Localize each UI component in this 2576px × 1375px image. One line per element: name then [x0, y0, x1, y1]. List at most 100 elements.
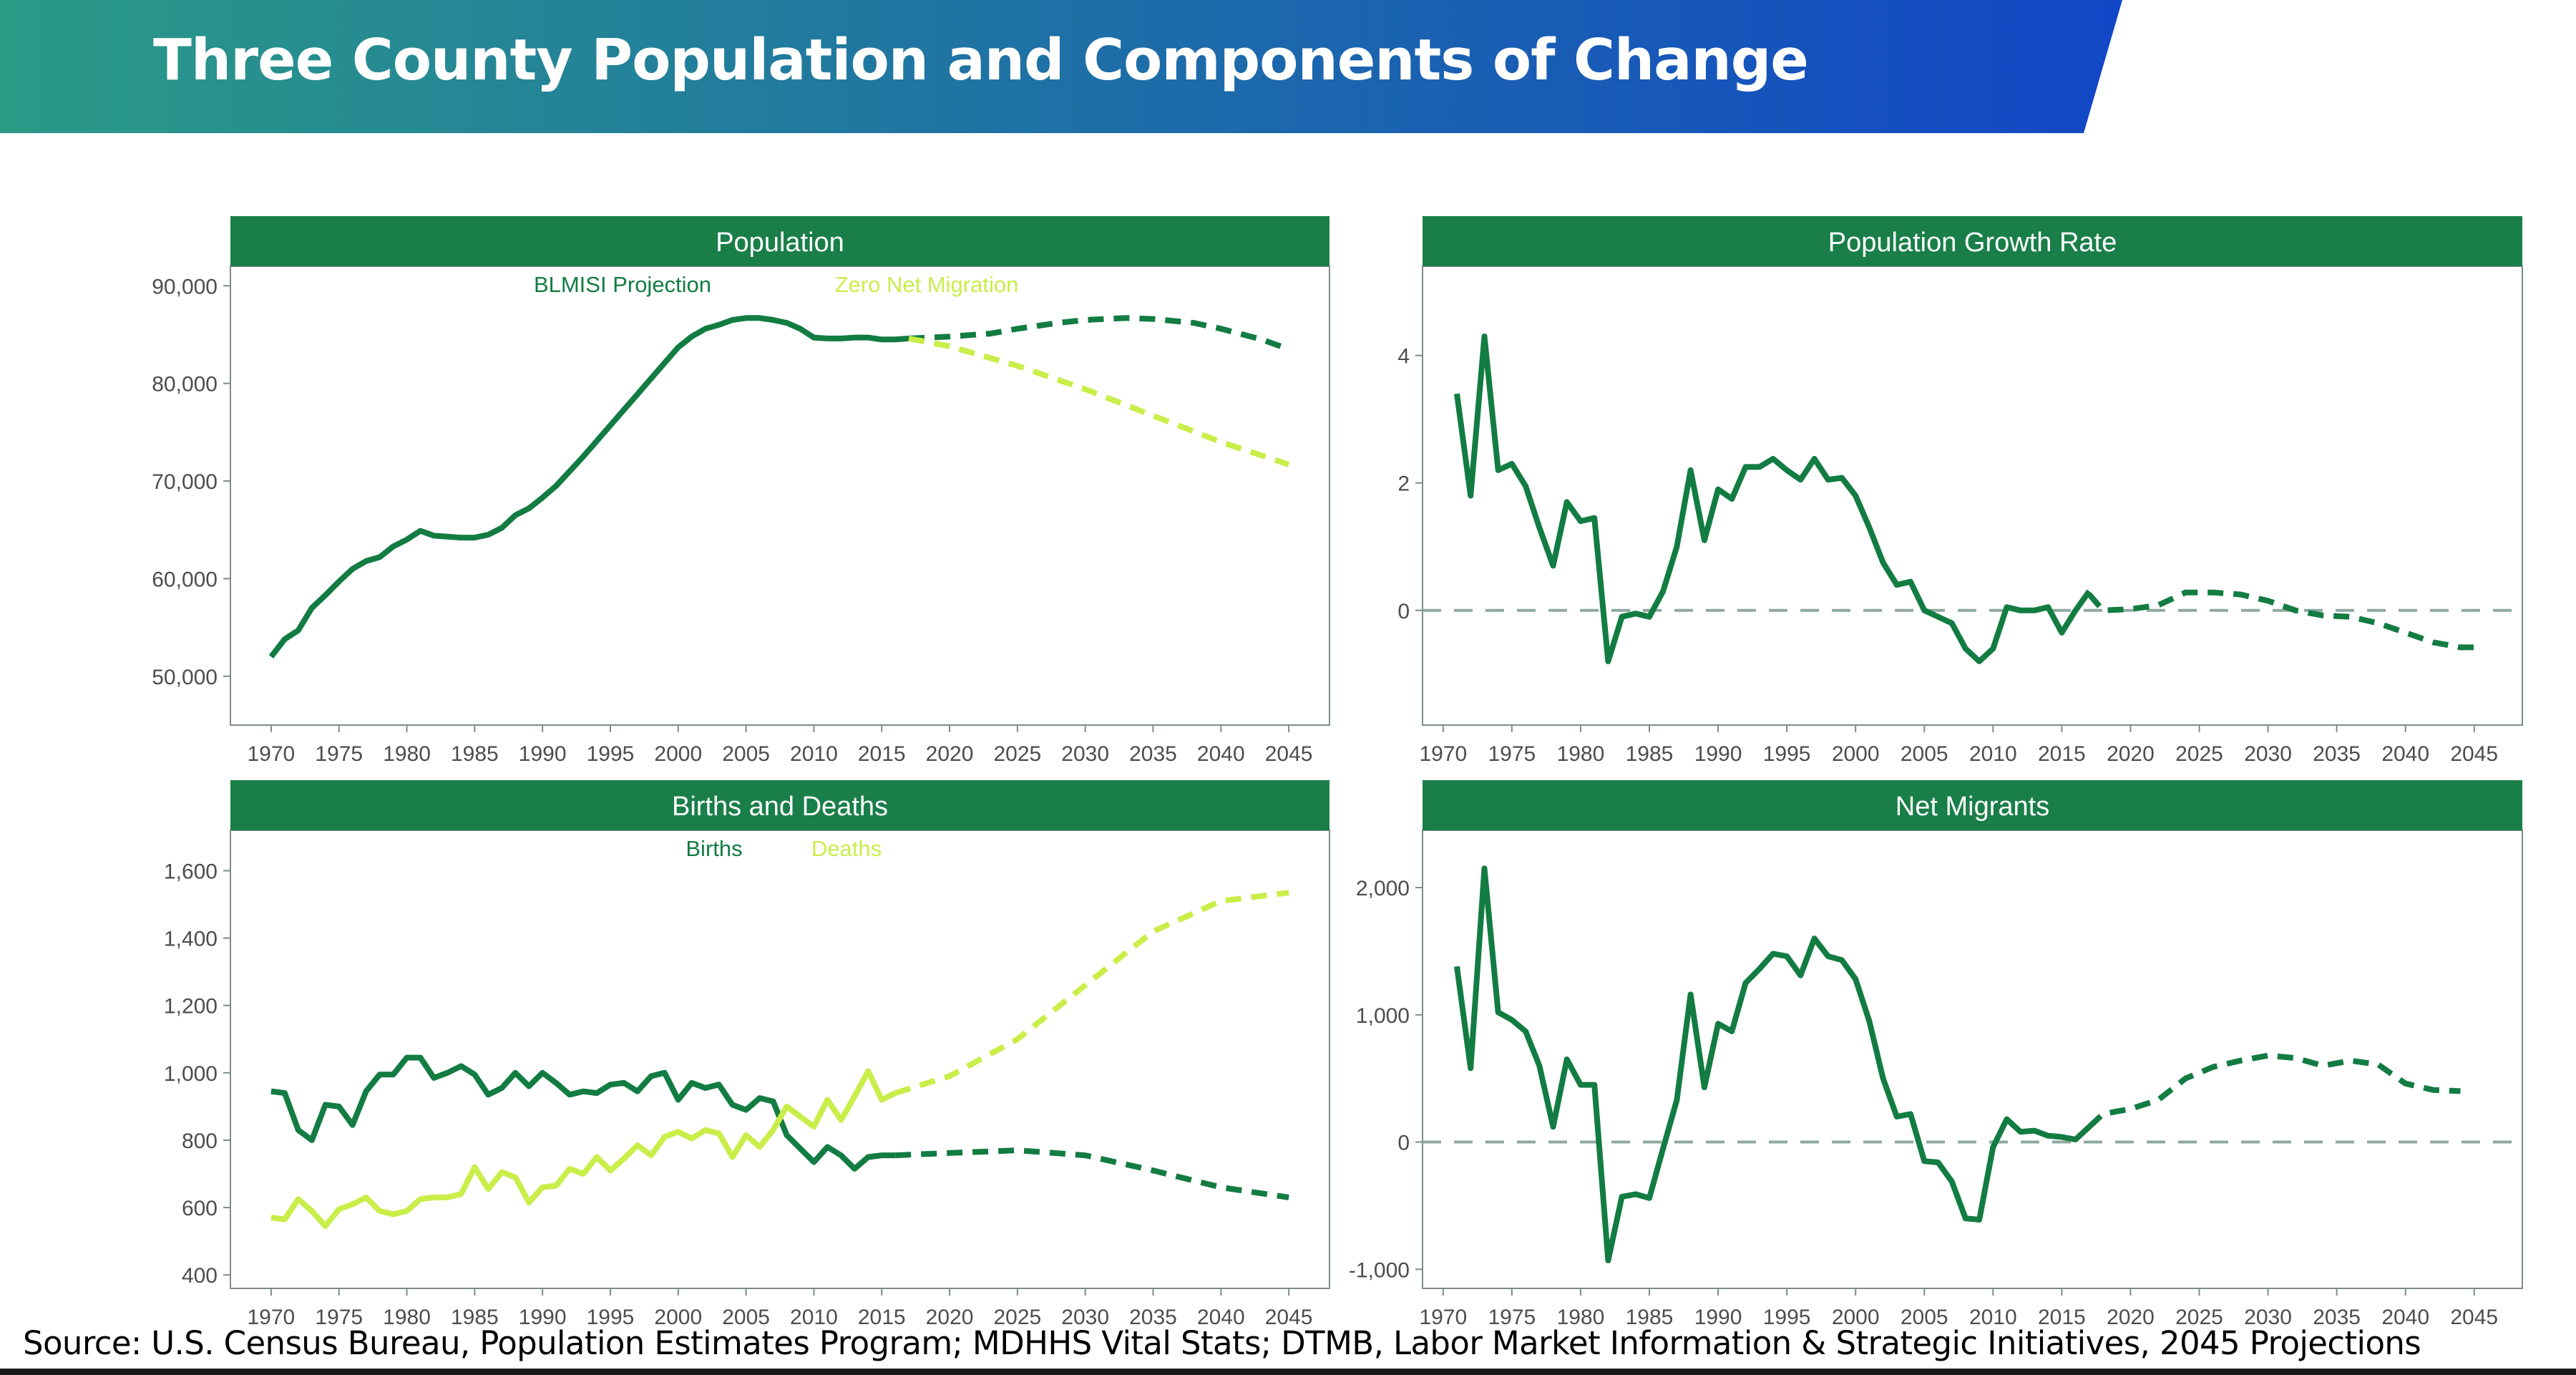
population-x-tick-label-2020: 2020 [926, 742, 974, 766]
births-and-deaths-deaths-solid-line-2 [270, 1068, 897, 1229]
population-x-tick-label-2030: 2030 [1061, 742, 1109, 766]
population-growth-rate-x-tick-label-1980: 1980 [1557, 742, 1605, 766]
births-and-deaths-y-tick-label-800: 800 [182, 1129, 218, 1153]
births-and-deaths-deaths-dashed-line-3 [894, 890, 1289, 1096]
births-and-deaths-births-solid-line-0 [270, 1054, 896, 1172]
net-migrants-series-solid-line-0 [1454, 865, 2092, 1263]
births-and-deaths-x-tick-label-2040: 2040 [1197, 1306, 1245, 1329]
population-growth-rate-x-tick-label-2005: 2005 [1901, 742, 1948, 766]
population-x-tick-label-2010: 2010 [790, 742, 838, 766]
net-migrants-x-tick-label-1990: 1990 [1694, 1306, 1742, 1329]
population-x-tick-label-1985: 1985 [451, 742, 499, 766]
population-title-strip [230, 216, 1330, 266]
births-and-deaths-y-tick-label-1000: 1,000 [164, 1062, 218, 1086]
net-migrants-x-tick-label-2040: 2040 [2381, 1306, 2429, 1329]
net-migrants-x-tick-label-1980: 1980 [1557, 1306, 1605, 1329]
net-migrants-series-dashed-line-1 [2087, 1052, 2461, 1129]
bottom-bar [0, 1369, 2576, 1375]
population-growth-rate-series-solid-line-0 [1454, 333, 2092, 664]
population-x-tick-label-1980: 1980 [383, 742, 431, 766]
population-x-tick-label-2035: 2035 [1129, 742, 1177, 766]
net-migrants-y-tick-label-2000: 2,000 [1356, 877, 1410, 900]
population-growth-rate-y-tick-label-2: 2 [1397, 472, 1410, 496]
net-migrants-y-tick-label-0: 0 [1397, 1132, 1410, 1155]
population-x-tick-label-2005: 2005 [722, 742, 770, 766]
population-title: Population [716, 228, 844, 258]
population-zero-net-migration-dashed-line-2 [908, 335, 1290, 467]
births-and-deaths-x-tick-label-2045: 2045 [1265, 1306, 1313, 1329]
births-and-deaths-x-tick-label-2005: 2005 [722, 1306, 770, 1329]
slide-title: Three County Population and Components o… [153, 27, 1809, 93]
net-migrants-x-tick-label-1975: 1975 [1488, 1306, 1536, 1329]
births-and-deaths-x-tick-label-2015: 2015 [858, 1306, 906, 1329]
births-and-deaths-x-tick-label-2010: 2010 [790, 1306, 838, 1329]
population-growth-rate-x-tick-label-1990: 1990 [1694, 742, 1742, 766]
population-x-tick-label-2025: 2025 [993, 742, 1041, 766]
births-and-deaths-plot-area [230, 830, 1330, 1289]
population-growth-rate-y-tick-label-0: 0 [1397, 600, 1410, 623]
population-y-tick-label-60000: 60,000 [152, 568, 218, 591]
population-x-tick-label-2045: 2045 [1265, 742, 1313, 766]
births-and-deaths-x-tick-label-2025: 2025 [993, 1306, 1041, 1329]
population-growth-rate-x-tick-label-1975: 1975 [1488, 742, 1536, 766]
births-and-deaths-legend-births: Births [686, 836, 742, 861]
births-and-deaths-x-tick-label-1990: 1990 [519, 1306, 567, 1329]
net-migrants-title-strip [1423, 780, 2522, 830]
births-and-deaths-x-tick-label-2035: 2035 [1129, 1306, 1177, 1329]
population-growth-rate-x-tick-label-2020: 2020 [2107, 742, 2155, 766]
births-and-deaths-x-tick-label-2030: 2030 [1061, 1306, 1109, 1329]
population-legend-zero-net-migration: Zero Net Migration [835, 272, 1019, 297]
net-migrants-x-tick-label-2025: 2025 [2175, 1306, 2223, 1329]
births-and-deaths-x-tick-label-1970: 1970 [248, 1306, 296, 1329]
population-growth-rate-x-tick-label-1970: 1970 [1419, 742, 1467, 766]
population-growth-rate-x-tick-label-2025: 2025 [2175, 742, 2223, 766]
births-and-deaths-y-tick-label-1400: 1,400 [164, 928, 218, 951]
population-x-tick-label-1970: 1970 [248, 742, 296, 766]
births-and-deaths-x-tick-label-1975: 1975 [315, 1306, 363, 1329]
title-banner: Three County Population and Components o… [0, 0, 2122, 133]
net-migrants-y-tick-label-1000: 1,000 [1356, 1004, 1410, 1028]
population-growth-rate-x-tick-label-2000: 2000 [1832, 742, 1880, 766]
net-migrants-x-tick-label-2045: 2045 [2450, 1306, 2498, 1329]
population-x-tick-label-2000: 2000 [654, 742, 702, 766]
population-growth-rate-title-strip [1423, 216, 2522, 266]
population-growth-rate-x-tick-label-1985: 1985 [1626, 742, 1674, 766]
population-x-tick-label-2015: 2015 [858, 742, 906, 766]
population-growth-rate-x-tick-label-2010: 2010 [1969, 742, 2017, 766]
population-x-tick-label-2040: 2040 [1197, 742, 1245, 766]
population-growth-rate-x-tick-label-2045: 2045 [2450, 742, 2498, 766]
population-legend-blmisi-projection: BLMISI Projection [534, 272, 711, 297]
population-y-tick-label-70000: 70,000 [152, 470, 218, 494]
source-caption: Source: U.S. Census Bureau, Population E… [23, 1324, 2421, 1362]
population-blmisi-projection-dashed-line-1 [908, 315, 1290, 352]
births-and-deaths-x-tick-label-1980: 1980 [383, 1306, 431, 1329]
title-banner-background [0, 0, 2122, 133]
net-migrants-x-tick-label-1995: 1995 [1763, 1306, 1811, 1329]
births-and-deaths-legend-deaths: Deaths [811, 836, 882, 861]
births-and-deaths-title-strip [230, 780, 1330, 830]
net-migrants-y-tick-label-1000: -1,000 [1349, 1258, 1410, 1282]
net-migrants-x-tick-label-2005: 2005 [1901, 1306, 1948, 1329]
population-x-tick-label-1995: 1995 [587, 742, 635, 766]
population-growth-rate-x-tick-label-2035: 2035 [2313, 742, 2361, 766]
population-growth-rate-x-tick-label-1995: 1995 [1763, 742, 1811, 766]
births-and-deaths-x-tick-label-2020: 2020 [926, 1306, 974, 1329]
population-plot-area [230, 266, 1330, 726]
births-and-deaths-births-dashed-line-1 [895, 1147, 1289, 1200]
population-y-tick-label-80000: 80,000 [152, 373, 218, 397]
births-and-deaths-x-tick-label-1995: 1995 [587, 1306, 635, 1329]
net-migrants-x-tick-label-2010: 2010 [1969, 1306, 2017, 1329]
population-growth-rate-x-tick-label-2015: 2015 [2038, 742, 2086, 766]
population-y-tick-label-50000: 50,000 [152, 666, 218, 689]
population-growth-rate-series-dashed-line-1 [2087, 589, 2474, 651]
births-and-deaths-y-tick-label-600: 600 [182, 1197, 218, 1220]
population-x-tick-label-1990: 1990 [519, 742, 567, 766]
net-migrants-x-tick-label-1985: 1985 [1626, 1306, 1674, 1329]
population-y-tick-label-90000: 90,000 [152, 275, 218, 298]
population-growth-rate-title: Population Growth Rate [1828, 228, 2117, 258]
population-growth-rate-y-tick-label-4: 4 [1397, 345, 1410, 369]
net-migrants-x-tick-label-2000: 2000 [1832, 1306, 1880, 1329]
births-and-deaths-x-tick-label-2000: 2000 [654, 1306, 702, 1329]
net-migrants-x-tick-label-2030: 2030 [2244, 1306, 2292, 1329]
